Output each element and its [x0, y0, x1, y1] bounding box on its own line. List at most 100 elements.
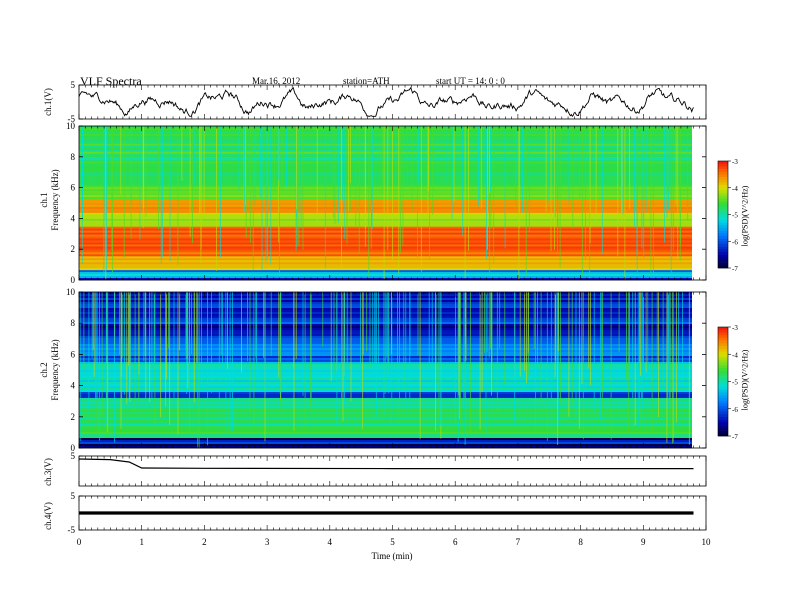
x-axis-label: Time (min) [371, 551, 413, 561]
ch1-spectrogram-band [79, 244, 692, 247]
ch4-waveform-ytick-label-5: 5 [71, 491, 76, 501]
ch2-spectrogram-colorbar-cell [718, 378, 728, 382]
ch1-wave-ytick-label--5: -5 [68, 114, 76, 124]
x-tick-label-1: 1 [139, 537, 144, 547]
ch2-spectrogram-band [79, 410, 692, 413]
ch1-spectrogram-band [79, 129, 692, 133]
ch1-spectrogram-band [79, 179, 692, 182]
ch1-spectrogram-band [79, 189, 692, 192]
ch1-spectrogram-colorbar-cell [718, 217, 728, 221]
ch1-spectrogram-band [79, 240, 692, 243]
ch1-spectrogram-colorbar-tick-label--3: -3 [732, 158, 738, 166]
ch1-spectrogram-ytick-label-6: 6 [71, 183, 76, 193]
ch1-spectrogram-band [79, 193, 692, 196]
ch1-spectrogram-colorbar-cell [718, 251, 728, 255]
ch1-spectrogram-band [79, 216, 692, 220]
ch1-spectrogram-band [79, 183, 692, 186]
ch1-spectrogram-band [79, 167, 692, 170]
ch1-spec-channel-label: ch.1 [39, 192, 49, 208]
ch1-spectrogram-band [79, 145, 692, 149]
ch1-spectrogram-colorbar-cell [718, 206, 728, 210]
ch1-spectrogram-band [79, 266, 692, 269]
colorbar2-label: log(PSD)(V^2/Hz) [740, 349, 750, 411]
ch1-spectrogram-colorbar-cell [718, 195, 728, 199]
ch2-spec-ylabel: Frequency (kHz) [50, 339, 60, 401]
ch2-spectrogram-band [79, 404, 692, 407]
ch2-spectrogram-band [79, 408, 692, 411]
ch2-spectrogram-band [79, 416, 692, 419]
x-tick-label-10: 10 [702, 537, 712, 547]
ch1-spectrogram-colorbar-cell [718, 227, 728, 231]
ch1-spectrogram-band [79, 208, 692, 212]
ch2-spectrogram-colorbar-cell [718, 340, 728, 344]
ch2-spectrogram-band [79, 444, 692, 447]
ch2-spectrogram-colorbar-cell [718, 422, 728, 426]
ch1-spectrogram-band [79, 143, 692, 147]
ch1-spectrogram-colorbar-cell [718, 222, 728, 226]
figure-title: VLF Spectra [80, 74, 142, 88]
ch1-spectrogram-colorbar-cell [718, 166, 728, 170]
ch1-spectrogram-band [79, 127, 692, 131]
ch1-spectrogram-colorbar-cell [718, 182, 728, 186]
ch2-spectrogram-colorbar-cell [718, 376, 728, 380]
ch1-spectrogram-band [79, 165, 692, 168]
x-tick-label-7: 7 [516, 537, 521, 547]
x-tick-label-8: 8 [578, 537, 583, 547]
x-tick-label-5: 5 [390, 537, 395, 547]
ch2-spectrogram-band [79, 428, 692, 431]
ch2-spectrogram-ytick-label-8: 8 [71, 318, 76, 328]
ch1-spectrogram-colorbar-cell [718, 246, 728, 250]
x-tick-label-4: 4 [328, 537, 333, 547]
ch2-spectrogram-band [79, 440, 692, 443]
ch1-spectrogram-colorbar-cell [718, 163, 728, 167]
ch1-spectrogram-colorbar-tick-label--6: -6 [732, 238, 738, 246]
ch1-spectrogram-band [79, 151, 692, 154]
ch2-spectrogram-ytick-label-10: 10 [66, 287, 76, 297]
ch1-spectrogram-band [79, 181, 692, 184]
ch2-spectrogram-colorbar-cell [718, 414, 728, 418]
ch2-spectrogram-colorbar-cell [718, 370, 728, 374]
ch2-spectrogram-band [79, 400, 692, 403]
ch1-spectrogram-band [79, 199, 692, 202]
ch2-spectrogram-band [79, 430, 692, 433]
ch1-spectrogram-colorbar-cell [718, 203, 728, 207]
ch2-spectrogram-colorbar-cell [718, 348, 728, 352]
ch2-spectrogram-colorbar-tick-label--5: -5 [732, 379, 738, 387]
ch2-spectrogram-colorbar-cell [718, 389, 728, 393]
ch1-spectrogram-band [79, 264, 692, 267]
ch2-spectrogram-band [79, 394, 692, 397]
ch2-spectrogram-colorbar-cell [718, 356, 728, 360]
ch1-spectrogram-band [79, 161, 692, 164]
ch1-spectrogram-band [79, 159, 692, 162]
ch2-spectrogram-band [79, 442, 692, 445]
ch2-spectrogram-band [79, 446, 692, 449]
ch1-spectrogram-band [79, 252, 692, 255]
ch1-spectrogram-band [79, 236, 692, 239]
ch1-spectrogram-colorbar-cell [718, 190, 728, 194]
ch2-spectrogram-colorbar-cell [718, 359, 728, 363]
ch2-spectrogram-colorbar-cell [718, 416, 728, 420]
ch1-spectrogram-band [79, 248, 692, 251]
ch1-spectrogram-colorbar-cell [718, 179, 728, 183]
ch2-spectrogram-colorbar-cell [718, 403, 728, 407]
ch1-spectrogram-band [79, 155, 692, 158]
ch1-spectrogram-colorbar-cell [718, 254, 728, 258]
ch1-spectrogram-band [79, 147, 692, 150]
ch1-spectrogram-band [79, 232, 692, 235]
ch1-spectrogram-band [79, 133, 692, 137]
x-tick-label-6: 6 [453, 537, 458, 547]
ch1-spectrogram-colorbar-cell [718, 198, 728, 202]
ch2-spectrogram-ytick-label-6: 6 [71, 349, 76, 359]
x-tick-label-2: 2 [202, 537, 207, 547]
ch1-spectrogram-band [79, 204, 692, 208]
ch2-spectrogram-colorbar-cell [718, 397, 728, 401]
ch1-spectrogram-band [79, 131, 692, 135]
ch2-spectrogram-band [79, 406, 692, 409]
ch2-spectrogram-colorbar-cell [718, 384, 728, 388]
ch1-spectrogram-ytick-label-2: 2 [71, 244, 76, 254]
ch1-spectrogram-band [79, 139, 692, 143]
ch2-spectrogram-colorbar-tick-label--4: -4 [732, 351, 738, 359]
ch1-spectrogram-band [79, 230, 692, 233]
ch1-spectrogram-band [79, 203, 692, 206]
